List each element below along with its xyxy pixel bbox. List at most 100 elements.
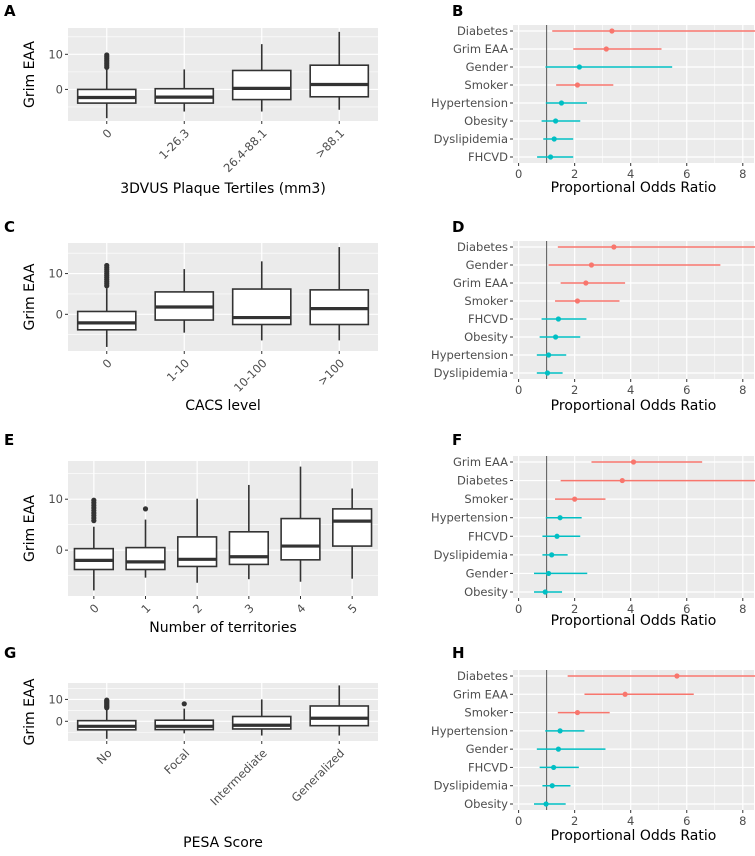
y-tick-label: 0 (56, 714, 63, 728)
y-tick-label: Dyslipidemia (434, 366, 508, 380)
odds-ratio-point (549, 783, 555, 789)
boxplot-3 (309, 685, 370, 736)
y-tick-label: Obesity (464, 797, 508, 811)
panel-letter: D (452, 218, 464, 236)
odds-ratio-point (554, 533, 560, 539)
x-tick-label: 26.4-88.1 (221, 126, 270, 175)
box-iqr (280, 517, 321, 561)
boxplot-0 (76, 262, 137, 347)
x-tick-label: 0 (515, 383, 522, 397)
panel-G: G 0 10 Grim EAA No Focal Intermediate Generaliz… (4, 644, 378, 851)
odds-ratio-point (555, 746, 561, 752)
y-tick-label: FHCVD (468, 760, 508, 774)
odds-ratio-point (630, 459, 637, 465)
x-tick-label: 0 (515, 167, 522, 181)
x-tick-label: 4 (627, 383, 634, 397)
boxplot-3 (228, 484, 270, 580)
panel-letter: H (452, 644, 465, 662)
x-tick-label: 2 (571, 814, 578, 828)
boxplot-2 (231, 699, 292, 736)
x-tick-label: 8 (739, 814, 746, 828)
odds-ratio-point (588, 262, 595, 268)
panel-C: C 0 10 Grim EAA 0 1-10 10-100 >100 CACS level (4, 218, 378, 414)
outlier-point (104, 52, 110, 58)
y-tick-label: Grim EAA (453, 455, 508, 469)
odds-ratio-point (572, 496, 578, 502)
y-axis-label: Grim EAA (22, 678, 38, 745)
odds-ratio-point (557, 728, 563, 734)
outlier-point (104, 697, 110, 703)
x-tick-label: Generalized (289, 746, 348, 805)
x-tick-label: 0 (100, 356, 115, 371)
plot-background (513, 456, 754, 598)
x-tick-label: 0 (515, 602, 522, 616)
y-tick-label: 10 (48, 492, 63, 506)
box-iqr (228, 531, 270, 566)
box-iqr (125, 546, 166, 571)
y-tick-label: 10 (48, 267, 63, 281)
box-iqr (76, 310, 137, 331)
box-iqr (309, 64, 370, 98)
y-tick-label: Smoker (464, 294, 508, 308)
y-tick-label: 10 (48, 692, 63, 706)
outlier-point (104, 262, 110, 269)
panel-E: E 0 10 Grim EAA 0 1 2 3 4 5 Number of territories (4, 431, 378, 636)
y-tick-label: Dyslipidemia (434, 132, 508, 146)
y-tick-label: Grim EAA (453, 687, 508, 701)
boxplot-4 (280, 466, 321, 582)
x-tick-label: >100 (315, 356, 347, 388)
panel-letter: E (4, 431, 14, 449)
boxplot-5 (331, 488, 373, 579)
y-tick-label: Diabetes (457, 240, 508, 254)
plot-background (513, 241, 754, 379)
panel-D: D 0 2 4 6 8 Diabetes Gender Grim EAA Smoker FHCVD O… (431, 218, 755, 414)
x-tick-label: 3 (242, 601, 257, 616)
odds-ratio-point (543, 801, 549, 807)
y-tick-label: Obesity (464, 585, 508, 599)
y-tick-label: Diabetes (457, 474, 508, 488)
boxplot-1 (154, 269, 215, 333)
y-tick-label: Smoker (464, 78, 508, 92)
y-tick-label: Dyslipidemia (434, 779, 508, 793)
x-tick-label: Focal (161, 746, 192, 777)
y-tick-label: FHCVD (468, 529, 508, 543)
x-tick-label: 4 (293, 601, 308, 616)
box-iqr (231, 69, 292, 101)
box-iqr (231, 288, 292, 326)
y-axis-label: Grim EAA (22, 495, 38, 562)
x-tick-label: 10-100 (231, 356, 270, 395)
x-axis-label: Proportional Odds Ratio (551, 828, 717, 844)
boxplot-0 (76, 52, 137, 119)
x-tick-label: >88.1 (312, 126, 347, 161)
odds-ratio-point (574, 298, 581, 304)
x-tick-label: 8 (739, 383, 746, 397)
y-tick-label: Gender (466, 566, 509, 580)
y-tick-label: Grim EAA (453, 42, 508, 56)
boxplot-3 (309, 31, 370, 110)
odds-ratio-point (674, 673, 680, 679)
x-tick-label: 1-26.3 (156, 126, 192, 162)
x-axis-label: PESA Score (183, 835, 263, 851)
x-axis-label: 3DVUS Plaque Tertiles (mm3) (120, 181, 326, 197)
odds-ratio-point (557, 515, 563, 521)
odds-ratio-point (547, 154, 554, 160)
y-axis-label: Grim EAA (22, 263, 38, 330)
outlier-point (91, 497, 97, 503)
box-iqr (231, 715, 292, 730)
x-tick-label: 8 (739, 602, 746, 616)
x-tick-label: Intermediate (207, 746, 269, 808)
boxplot-1 (154, 69, 215, 112)
y-tick-label: 10 (48, 47, 63, 61)
y-tick-label: Gender (466, 742, 509, 756)
panel-letter: C (4, 218, 15, 236)
odds-ratio-point (555, 316, 561, 322)
y-tick-label: Smoker (464, 706, 508, 720)
y-tick-label: Smoker (464, 492, 508, 506)
odds-ratio-point (574, 709, 581, 716)
y-tick-label: Diabetes (457, 669, 508, 683)
x-tick-label: 5 (345, 601, 360, 616)
odds-ratio-point (551, 764, 557, 771)
x-tick-label: 2 (571, 602, 578, 616)
odds-ratio-point (576, 64, 583, 70)
y-tick-label: 0 (56, 307, 63, 321)
